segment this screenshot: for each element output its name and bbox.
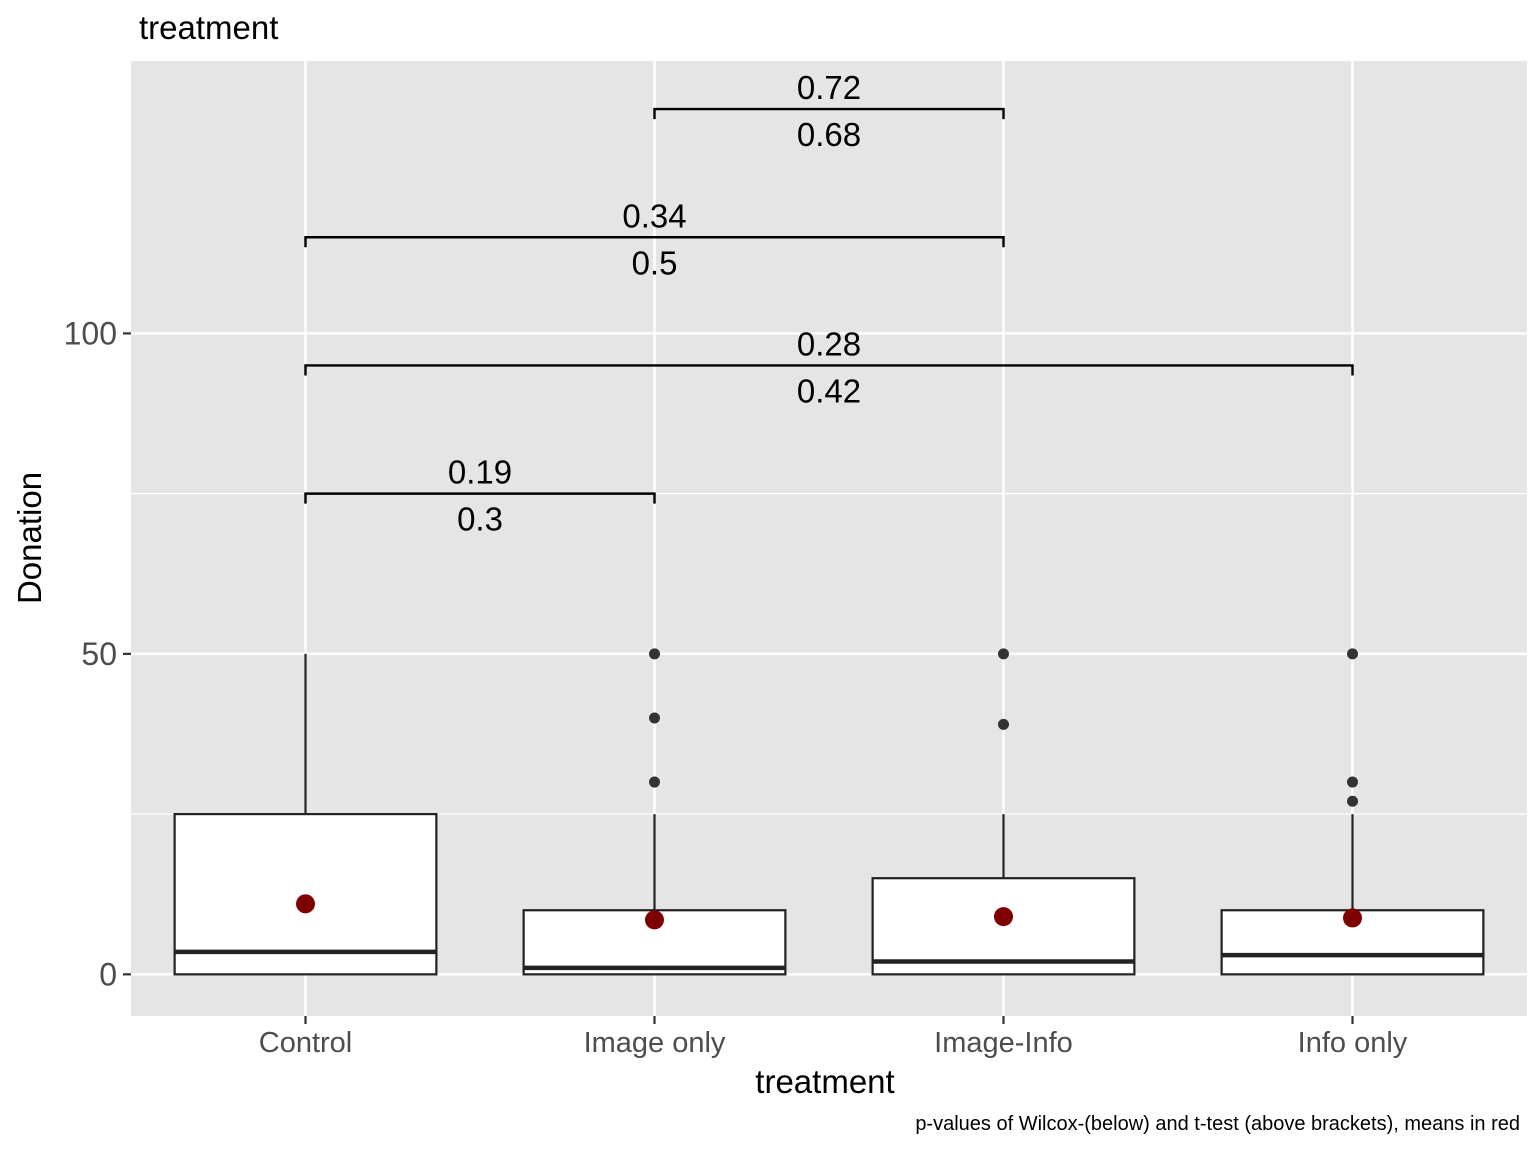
comparison-bracket: 0.28 0.42: [304, 325, 1354, 409]
x-axis-label: treatment: [755, 1063, 894, 1100]
outlier-point: [649, 712, 660, 724]
box-group: [173, 653, 438, 976]
mean-point: [1343, 908, 1362, 928]
axes: 0 50 100 Control Image only Image-Info Info on…: [64, 315, 1408, 1059]
box-iqr: [871, 877, 1136, 976]
comparison-bracket: 0.19 0.3: [304, 454, 656, 538]
comparison-brackets: 0.19 0.3 0.28 0.42 0.34 0.5 0.72 0.68: [304, 69, 1354, 538]
outlier-point: [649, 776, 660, 788]
t-test-p-label: 0.34: [622, 197, 686, 234]
outlier-point: [1347, 795, 1358, 807]
bracket-line: [304, 492, 656, 504]
y-axis-label: Donation: [11, 472, 48, 604]
comparison-bracket: 0.72 0.68: [653, 69, 1005, 153]
wilcox-p-label: 0.68: [797, 116, 861, 153]
box-iqr: [522, 909, 787, 976]
bracket-line: [653, 107, 1005, 120]
box-iqr: [173, 813, 438, 976]
outlier-point: [998, 718, 1009, 730]
outlier-point: [998, 648, 1009, 660]
chart-caption: p-values of Wilcox-(below) and t-test (a…: [915, 1113, 1520, 1135]
outlier-point: [1347, 776, 1358, 788]
x-tick-label: Control: [259, 1027, 353, 1059]
box-group: [522, 648, 787, 976]
wilcox-p-label: 0.3: [457, 501, 503, 538]
comparison-bracket: 0.34 0.5: [304, 197, 1005, 281]
wilcox-p-label: 0.5: [632, 244, 678, 281]
bracket-line: [304, 364, 1354, 376]
y-tick-label: 0: [99, 956, 117, 992]
x-tick-label: Image-Info: [934, 1027, 1073, 1059]
t-test-p-label: 0.72: [797, 69, 861, 106]
chart-title: treatment: [139, 9, 278, 46]
x-tick-label: Image only: [584, 1027, 726, 1059]
mean-point: [296, 894, 315, 914]
x-tick-label: Info only: [1298, 1027, 1408, 1059]
box-group: [871, 648, 1136, 976]
boxes: [173, 648, 1485, 976]
y-tick-label: 50: [81, 636, 117, 672]
y-tick-label: 100: [64, 315, 117, 351]
mean-point: [645, 910, 664, 930]
outlier-point: [1347, 648, 1358, 660]
wilcox-p-label: 0.42: [797, 372, 861, 409]
box-group: [1220, 648, 1485, 976]
t-test-p-label: 0.28: [797, 325, 861, 362]
t-test-p-label: 0.19: [448, 454, 512, 491]
bracket-line: [304, 236, 1005, 248]
mean-point: [994, 907, 1013, 927]
outlier-point: [649, 648, 660, 660]
